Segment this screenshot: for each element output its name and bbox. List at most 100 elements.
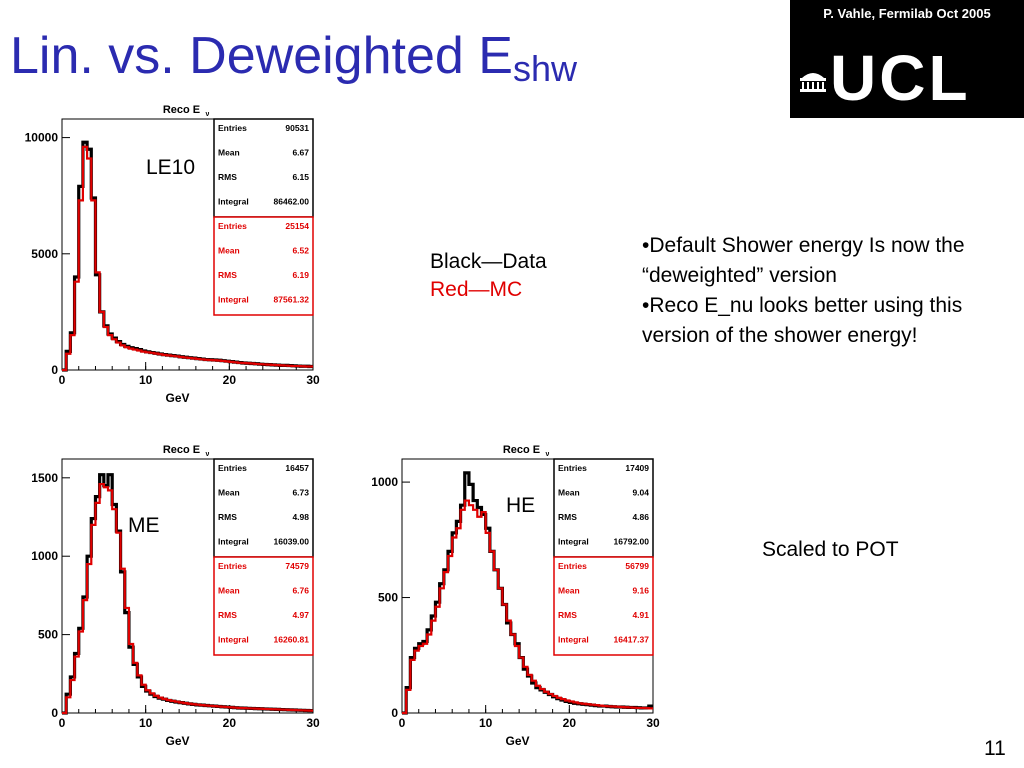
stats-key: Entries — [218, 123, 247, 133]
series-data — [62, 140, 313, 372]
stats-value: 86462.00 — [274, 197, 310, 207]
plot-label: LE10 — [146, 156, 195, 179]
stats-value: 17409 — [625, 463, 649, 473]
chart-title-subscript: ν — [546, 451, 550, 458]
stats-key: Mean — [218, 488, 240, 498]
chart-title: Reco E — [503, 444, 540, 456]
bullet-item-1: •Default Shower energy Is now the “dewei… — [642, 234, 965, 287]
x-tick-label: 20 — [563, 716, 577, 730]
x-axis-label: GeV — [165, 734, 189, 748]
x-axis-label: GeV — [165, 391, 189, 405]
stats-key: RMS — [218, 270, 237, 280]
stats-key: Mean — [218, 246, 240, 256]
series-mc — [62, 145, 313, 372]
y-tick-label: 10000 — [25, 131, 59, 145]
ucl-logo: P. Vahle, Fermilab Oct 2005 UCL — [790, 0, 1024, 118]
stats-key: Integral — [558, 537, 589, 547]
plot-label: ME — [128, 514, 160, 537]
stats-key: RMS — [558, 512, 577, 522]
stats-box-mc: Entries 56799 Mean 9.16 RMS 4.91 Integral 16417… — [553, 556, 654, 656]
title-subscript: shw — [512, 48, 577, 89]
stats-value: 4.98 — [292, 512, 309, 522]
stats-key: Integral — [218, 537, 249, 547]
x-tick-label: 10 — [139, 373, 153, 387]
stats-value: 6.67 — [292, 148, 309, 158]
stats-value: 6.52 — [292, 246, 309, 256]
legend-mc: Red—MC — [430, 278, 523, 301]
bullet-list: •Default Shower energy Is now the “dewei… — [642, 231, 972, 351]
y-tick-label: 1000 — [31, 549, 58, 563]
legend-data: Black—Data — [430, 250, 547, 273]
y-tick-label: 0 — [51, 363, 58, 377]
stats-value: 74579 — [285, 561, 309, 571]
stats-value: 6.15 — [292, 172, 309, 182]
stats-box-frame — [213, 216, 314, 316]
x-tick-label: 10 — [139, 716, 153, 730]
x-tick-label: 0 — [59, 716, 66, 730]
title-main: Lin. vs. Deweighted E — [10, 27, 513, 85]
stats-box-mc: Entries 74579 Mean 6.76 RMS 4.97 Integral 16260… — [213, 556, 314, 656]
y-tick-label: 0 — [391, 706, 398, 720]
credit-text: P. Vahle, Fermilab Oct 2005 — [823, 6, 991, 21]
bullet-item-2: •Reco E_nu looks better using this versi… — [642, 294, 963, 347]
x-axis-label: GeV — [505, 734, 529, 748]
stats-value: 6.19 — [292, 270, 309, 280]
stats-box-frame — [213, 556, 314, 656]
stats-key: Integral — [218, 197, 249, 207]
chart-title-subscript: ν — [206, 111, 210, 118]
chart-title: Reco E — [163, 444, 200, 456]
stats-value: 4.97 — [292, 610, 309, 620]
x-tick-label: 30 — [306, 373, 320, 387]
page-number: 11 — [984, 737, 1006, 760]
series-data — [402, 471, 653, 715]
x-tick-label: 20 — [223, 373, 237, 387]
stats-key: Entries — [218, 463, 247, 473]
stats-key: Entries — [558, 561, 587, 571]
y-tick-label: 5000 — [31, 247, 58, 261]
y-tick-label: 0 — [51, 706, 58, 720]
y-tick-label: 500 — [38, 628, 58, 642]
stats-key: RMS — [218, 172, 237, 182]
stats-value: 4.91 — [632, 610, 649, 620]
stats-value: 9.16 — [632, 586, 649, 596]
stats-value: 16792.00 — [614, 537, 650, 547]
stats-key: Mean — [218, 586, 240, 596]
chart-title: Reco E — [163, 104, 200, 116]
stats-key: Entries — [218, 561, 247, 571]
stats-value: 90531 — [285, 123, 309, 133]
plot-frame — [61, 458, 314, 714]
x-tick-label: 20 — [223, 716, 237, 730]
stats-value: 16260.81 — [274, 635, 310, 645]
series-mc — [62, 482, 313, 715]
y-tick-label: 500 — [378, 591, 398, 605]
x-tick-label: 10 — [479, 716, 493, 730]
legend: Black—Data Red—MC — [430, 248, 547, 304]
plot-label: HE — [506, 494, 535, 517]
stats-key: RMS — [558, 610, 577, 620]
stats-value: 6.73 — [292, 488, 309, 498]
stats-value: 16457 — [285, 463, 309, 473]
stats-value: 9.04 — [632, 488, 649, 498]
x-tick-label: 0 — [59, 373, 66, 387]
stats-value: 16039.00 — [274, 537, 310, 547]
stats-box-data: Entries 90531 Mean 6.67 RMS 6.15 Integral 86462… — [213, 118, 314, 218]
stats-box-data: Entries 16457 Mean 6.73 RMS 4.98 Integral 16039… — [213, 458, 314, 558]
stats-key: Integral — [558, 635, 589, 645]
stats-key: Mean — [218, 148, 240, 158]
x-tick-label: 0 — [399, 716, 406, 730]
x-tick-label: 30 — [306, 716, 320, 730]
series-data — [62, 473, 313, 715]
stats-key: Entries — [558, 463, 587, 473]
stats-key: Mean — [558, 488, 580, 498]
stats-value: 16417.37 — [614, 635, 650, 645]
stats-value: 6.76 — [292, 586, 309, 596]
stats-value: 25154 — [285, 221, 309, 231]
slide-title: Lin. vs. Deweighted Eshw — [10, 27, 577, 87]
stats-box-frame — [213, 118, 314, 218]
stats-box-mc: Entries 25154 Mean 6.52 RMS 6.19 Integral 87561… — [213, 216, 314, 316]
portico-dome-icon — [800, 73, 826, 92]
stats-key: Mean — [558, 586, 580, 596]
stats-value: 56799 — [625, 561, 649, 571]
plot-frame — [401, 458, 654, 714]
plot-frame — [61, 118, 314, 371]
